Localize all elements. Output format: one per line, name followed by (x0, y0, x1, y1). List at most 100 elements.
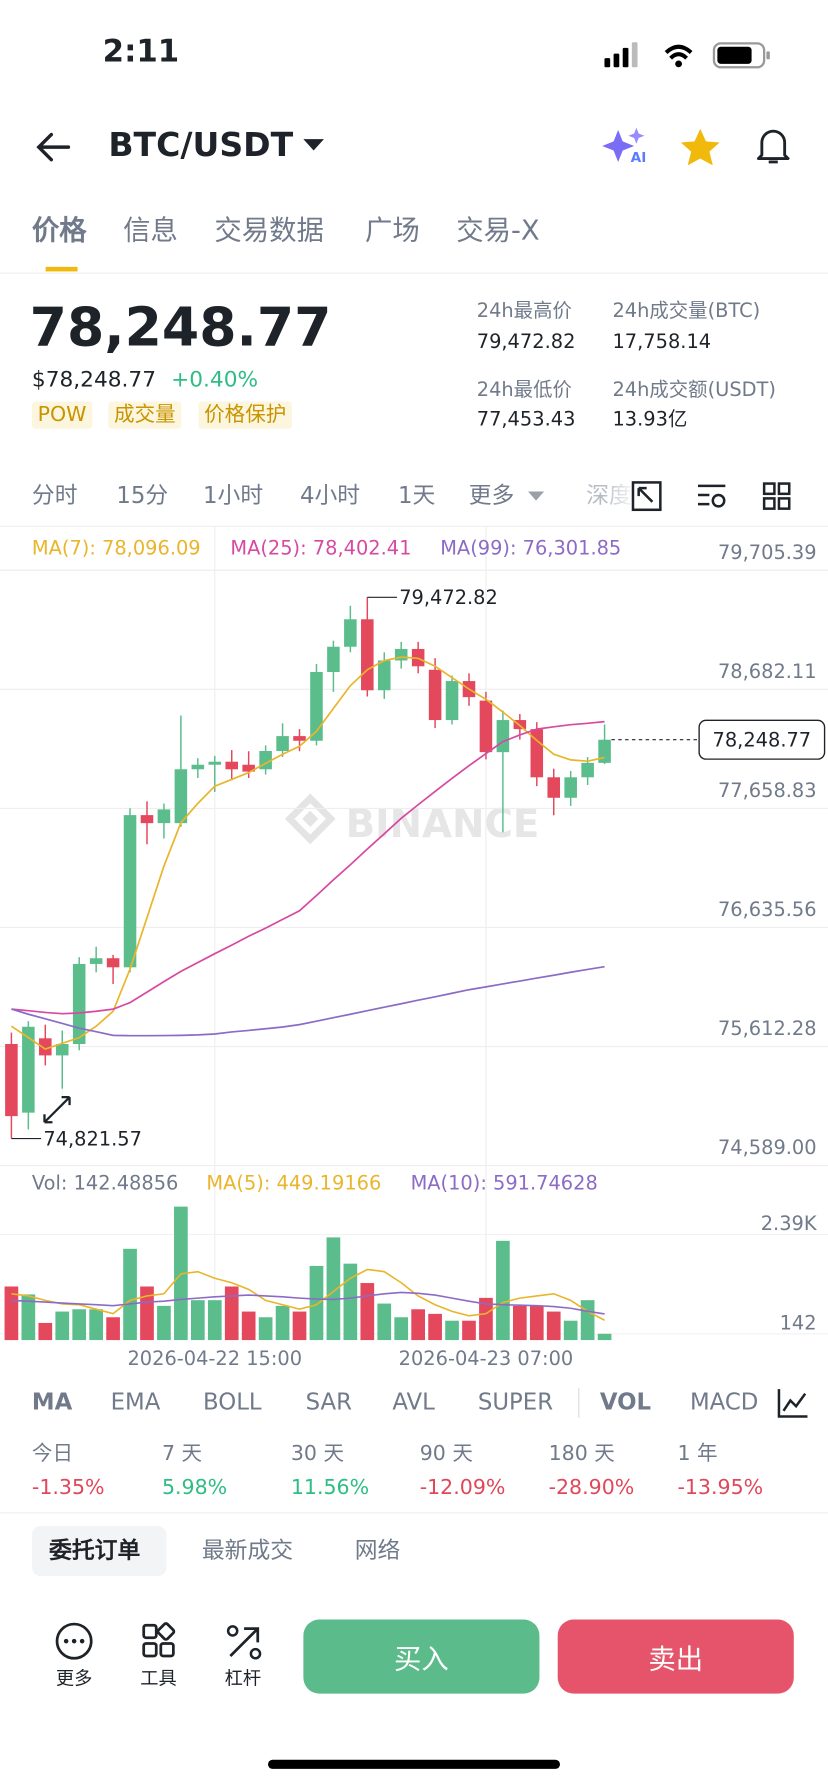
stat-value: 13.93亿 (612, 408, 688, 432)
current-price-label: 78,248.77 (713, 729, 812, 752)
tab[interactable]: 广场 (364, 214, 420, 247)
svg-text:AI: AI (631, 150, 647, 166)
interval[interactable]: 分时 (31, 481, 78, 509)
period-label: 30 天 (290, 1441, 345, 1466)
volume-bar (411, 1309, 425, 1341)
divider (0, 525, 828, 527)
volume-bar (309, 1265, 324, 1341)
y-tick-label: 78,682.11 (718, 660, 817, 683)
candle-body (55, 1043, 69, 1056)
candle-body (225, 761, 238, 770)
volume-bar (207, 1300, 222, 1341)
stat-label: 24h最低价 (476, 378, 572, 402)
alert-bell[interactable] (755, 125, 791, 166)
tag[interactable]: 价格保护 (198, 401, 292, 429)
candle-body (394, 648, 408, 661)
legend-entry: MA(10): 591.74628 (411, 1172, 598, 1195)
indicator[interactable]: VOL (599, 1387, 652, 1416)
pair-caret[interactable] (301, 137, 326, 153)
y-tick-label: 74,589.00 (718, 1136, 817, 1159)
favorite-star[interactable] (680, 128, 721, 167)
volume-bar (326, 1237, 341, 1341)
stat-value: 77,453.43 (476, 408, 576, 432)
pair-title[interactable]: BTC/USDT (108, 125, 294, 165)
tab[interactable]: 交易-X (456, 214, 540, 247)
watermark: BINANCE (346, 802, 540, 847)
tag[interactable]: 成交量 (108, 401, 182, 429)
sell-button[interactable]: 卖出 (557, 1619, 794, 1694)
toolbar-label[interactable]: 更多 (55, 1667, 93, 1690)
candle-body (89, 958, 103, 964)
order-tab[interactable]: 网络 (354, 1536, 401, 1564)
volume-bar (512, 1305, 527, 1341)
legend-entry: MA(7): 78,096.09 (32, 536, 201, 559)
stat-label: 24h成交额(USDT) (612, 378, 776, 402)
toolbar-icons[interactable] (52, 1622, 269, 1663)
back-button[interactable] (34, 130, 73, 164)
toolbar-label[interactable]: 杠杆 (224, 1667, 262, 1690)
watermark-logo (284, 793, 336, 845)
volume-bar (580, 1300, 595, 1341)
candle-body (174, 769, 188, 824)
volume-bar (479, 1297, 493, 1341)
indicator-clip: MACD (690, 1388, 758, 1422)
interval[interactable]: 15分 (116, 481, 169, 509)
order-tab[interactable]: 最新成交 (201, 1536, 294, 1564)
volume-bar (190, 1300, 205, 1341)
candle-body (564, 777, 577, 798)
volume-bar (563, 1320, 578, 1341)
volume-bar (21, 1294, 36, 1341)
volume-bar (89, 1309, 103, 1341)
period-change: 11.56% (290, 1475, 370, 1500)
stat-value: 17,758.14 (612, 330, 712, 354)
buy-button[interactable]: 买入 (303, 1619, 540, 1694)
candle-body (581, 762, 594, 778)
tag[interactable]: POW (31, 401, 93, 429)
divider (0, 1512, 828, 1514)
indicator[interactable]: AVL (392, 1387, 435, 1416)
y-tick-label: 77,658.83 (718, 779, 817, 802)
stat-value: 79,472.82 (476, 330, 576, 354)
indicator[interactable]: MA (31, 1387, 73, 1416)
indicator[interactable]: EMA (110, 1387, 161, 1416)
toolbar-label[interactable]: 工具 (140, 1667, 177, 1690)
candle-body (242, 764, 255, 772)
interval[interactable]: 4小时 (299, 481, 361, 509)
ai-icon[interactable]: AI (602, 125, 650, 166)
order-tab[interactable]: 委托订单 (49, 1536, 141, 1564)
candle-body (208, 761, 222, 765)
indicator[interactable]: SAR (305, 1387, 353, 1416)
ma-line (10, 656, 605, 1050)
volume-ma-line (11, 1291, 605, 1315)
indicator-settings[interactable] (776, 1386, 810, 1420)
interval[interactable]: 1天 (398, 481, 436, 509)
tab[interactable]: 信息 (123, 214, 178, 247)
candle-body (377, 660, 391, 691)
volume-bar (360, 1283, 375, 1341)
indicator[interactable]: MACD (690, 1387, 759, 1416)
period-label: 1 年 (677, 1441, 718, 1466)
tab[interactable]: 价格 (31, 214, 87, 247)
volume-bar (462, 1320, 476, 1341)
interval[interactable]: 1小时 (203, 481, 264, 509)
expand-button[interactable] (34, 1087, 80, 1133)
tab[interactable]: 交易数据 (214, 214, 324, 247)
candle-body (22, 1026, 35, 1113)
separator (578, 1387, 580, 1418)
y-tick-label: 76,635.56 (718, 898, 817, 921)
tab-pill (31, 1525, 167, 1577)
indicator[interactable]: SUPER (477, 1387, 554, 1416)
stat-label: 24h最高价 (476, 299, 572, 323)
y-tick-label: 79,705.39 (718, 541, 817, 564)
status-icons (604, 42, 770, 69)
indicator[interactable]: BOLL (203, 1387, 262, 1416)
interval[interactable]: 更多 (468, 481, 515, 509)
volume-bar (106, 1317, 120, 1341)
tab-indicator (45, 266, 78, 272)
chart-tools[interactable] (630, 479, 801, 513)
usd-price: $78,248.77 (31, 367, 157, 393)
period-change: 5.98% (161, 1475, 228, 1500)
